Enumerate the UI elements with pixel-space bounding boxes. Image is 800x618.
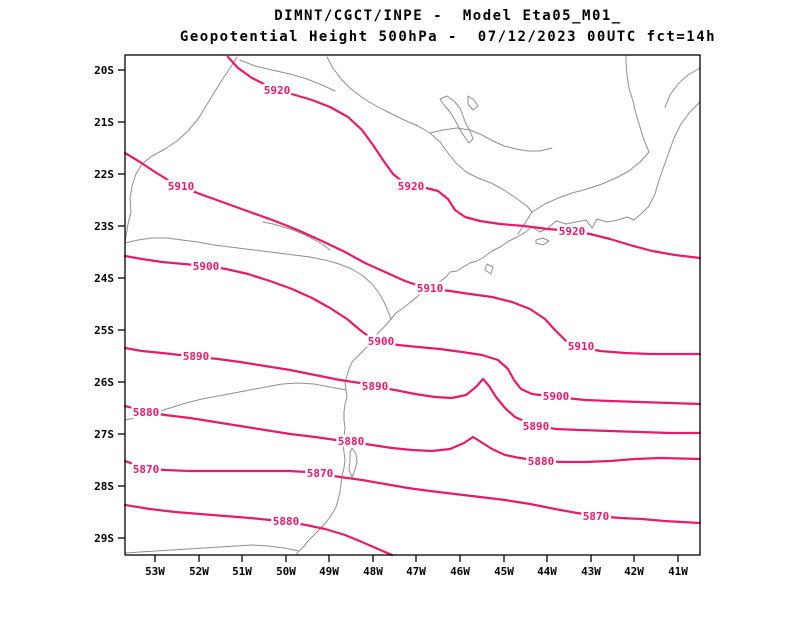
chart-title-line1: DIMNT/CGCT/INPE - Model Eta05_M01_ [274, 8, 622, 24]
contour-label-5870: 5870 [583, 510, 610, 523]
chart-header: DIMNT/CGCT/INPE - Model Eta05_M01_ Geopo… [96, 6, 800, 48]
es-ne-border [664, 67, 701, 108]
contour-label-5910: 5910 [417, 282, 444, 295]
contour-label-5880: 5880 [133, 406, 160, 419]
contour-label-5920: 5920 [559, 225, 586, 238]
contour-line-5900 [123, 254, 702, 406]
contour-label-5880: 5880 [528, 455, 555, 468]
ilhabela-island [484, 263, 494, 275]
x-axis-label: 45W [494, 565, 514, 578]
contour-label-5890: 5890 [523, 420, 550, 433]
plot-frame [124, 54, 701, 556]
contour-label-5870: 5870 [133, 463, 160, 476]
contour-line-5920 [226, 55, 702, 260]
x-axis-label: 52W [189, 565, 209, 578]
x-axis-label: 42W [624, 565, 644, 578]
rj-sp-border [517, 211, 533, 235]
x-axis-label: 46W [450, 565, 470, 578]
contour-label-5900: 5900 [193, 260, 220, 273]
chart-title-line2: Geopotential Height 500hPa - 07/12/2023 … [179, 29, 717, 45]
contour-line-5880 [123, 503, 394, 557]
rj-mg-border [531, 151, 650, 213]
contour-label-5920: 5920 [398, 180, 425, 193]
y-axis-label: 20S [94, 64, 114, 77]
coastline [295, 101, 701, 556]
sc-rs-border [124, 544, 300, 554]
y-axis-label: 21S [94, 116, 114, 129]
contour-line-5880 [123, 404, 702, 464]
y-axis-label: 25S [94, 324, 114, 337]
contour-label-5920: 5920 [264, 84, 291, 97]
pr-sc-border [124, 382, 347, 421]
ilha-grande-island [535, 237, 550, 246]
y-axis-label: 23S [94, 220, 114, 233]
contour-label-5890: 5890 [183, 350, 210, 363]
x-axis-label: 49W [319, 565, 339, 578]
reservoir-2 [467, 95, 479, 111]
contour-line-5910 [123, 151, 702, 356]
paraiba-valley-river [429, 127, 553, 152]
sp-pr-border [124, 237, 392, 320]
x-axis-label: 43W [581, 565, 601, 578]
y-axis-label: 29S [94, 532, 114, 545]
reservoir [439, 95, 474, 144]
sp-mg-border [326, 56, 533, 213]
contour-line-5890 [123, 346, 702, 435]
florianopolis-island [348, 447, 358, 478]
tiete-river [262, 221, 331, 251]
x-axis-label: 44W [537, 565, 557, 578]
contour-label-5910: 5910 [168, 180, 195, 193]
contour-label-5900: 5900 [543, 390, 570, 403]
grande-river-border [239, 59, 336, 92]
y-axis-label: 24S [94, 272, 114, 285]
x-axis-label: 48W [363, 565, 383, 578]
contour-label-5880: 5880 [273, 515, 300, 528]
y-axis-label: 28S [94, 480, 114, 493]
y-axis-label: 26S [94, 376, 114, 389]
x-axis-label: 50W [276, 565, 296, 578]
contour-label-5870: 5870 [307, 467, 334, 480]
x-axis-label: 47W [406, 565, 426, 578]
contour-line-5870 [123, 459, 702, 525]
contour-label-5900: 5900 [368, 335, 395, 348]
x-axis-label: 53W [145, 565, 165, 578]
y-axis-label: 27S [94, 428, 114, 441]
x-axis-label: 51W [232, 565, 252, 578]
contour-label-5880: 5880 [338, 435, 365, 448]
y-axis-label: 22S [94, 168, 114, 181]
contour-label-5910: 5910 [568, 340, 595, 353]
x-axis-label: 41W [668, 565, 688, 578]
mg-es-border [625, 54, 650, 153]
parana-river-border [124, 56, 238, 244]
contour-label-5890: 5890 [362, 380, 389, 393]
